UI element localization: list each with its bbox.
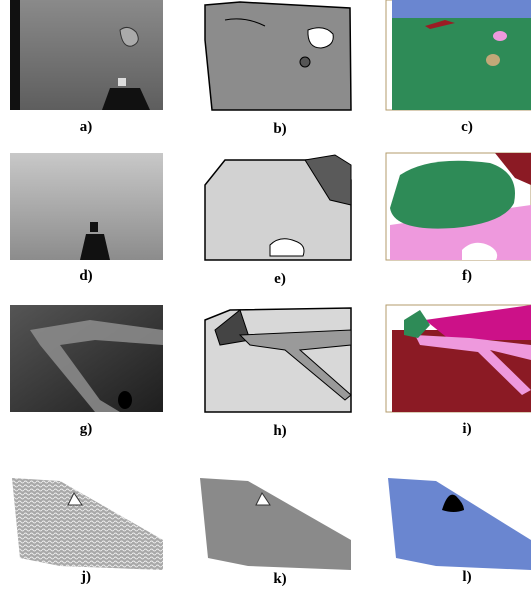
panel-label: k) <box>273 571 286 587</box>
panel-label: g) <box>80 421 93 437</box>
panel-j <box>12 478 163 570</box>
panel-f <box>386 153 531 260</box>
panel-h <box>198 305 351 412</box>
figure: a) b) c) d) e) f) g) h) i) j) k) l) <box>0 0 531 593</box>
panel-label: e) <box>274 271 286 287</box>
panel-k <box>200 478 351 570</box>
panel-d <box>10 153 163 260</box>
panel-label: h) <box>273 423 286 439</box>
panel-a <box>10 0 163 110</box>
panel-e <box>198 153 351 260</box>
panel-c <box>386 0 531 110</box>
panel-label: b) <box>273 121 286 137</box>
panel-label: f) <box>462 268 472 284</box>
panel-label: i) <box>462 421 471 437</box>
panel-label: a) <box>80 119 93 135</box>
panel-g <box>10 305 163 412</box>
panel-l <box>388 478 531 570</box>
panel-label: c) <box>461 119 473 135</box>
panel-label: d) <box>79 268 92 284</box>
panel-label: j) <box>80 569 91 585</box>
panel-i <box>386 305 531 412</box>
panel-b <box>205 2 351 110</box>
panel-label: l) <box>462 569 471 585</box>
